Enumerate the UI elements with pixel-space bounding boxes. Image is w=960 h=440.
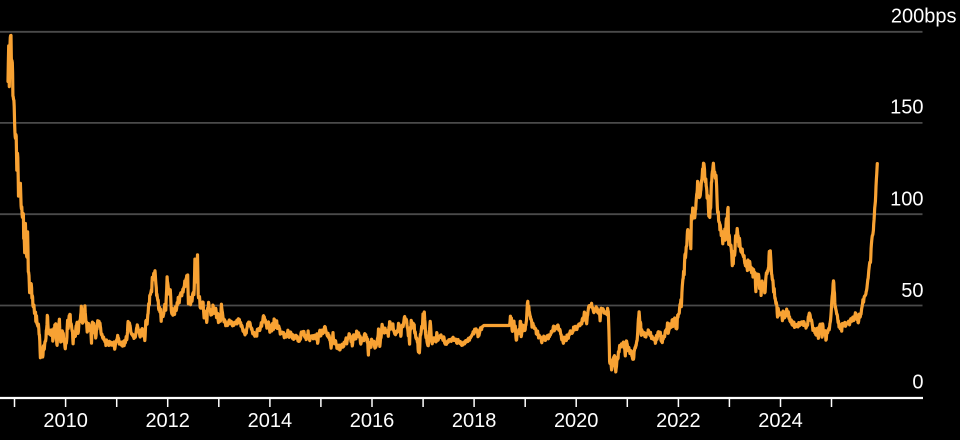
svg-text:0: 0: [912, 372, 923, 394]
svg-text:2014: 2014: [248, 410, 293, 432]
svg-text:2018: 2018: [452, 410, 497, 432]
svg-text:2024: 2024: [758, 410, 803, 432]
svg-text:50: 50: [901, 280, 923, 302]
svg-text:2012: 2012: [145, 410, 190, 432]
svg-text:2022: 2022: [656, 410, 701, 432]
svg-text:2020: 2020: [554, 410, 599, 432]
svg-text:150: 150: [890, 97, 923, 119]
svg-text:200bps: 200bps: [891, 5, 957, 27]
svg-text:2010: 2010: [43, 410, 88, 432]
svg-text:2016: 2016: [350, 410, 395, 432]
svg-text:100: 100: [890, 189, 923, 211]
